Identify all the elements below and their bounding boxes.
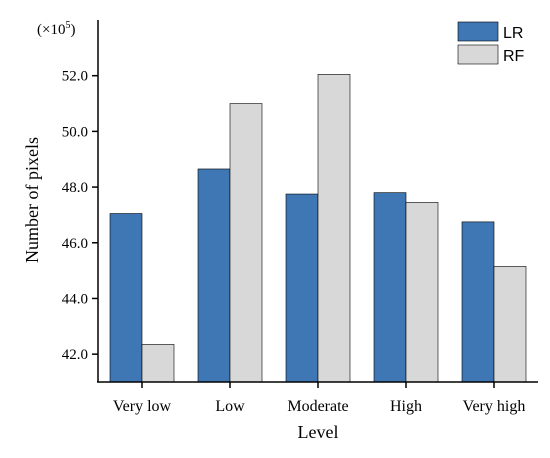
x-tick-label: Moderate bbox=[287, 398, 348, 415]
bar-lr-very-low bbox=[109, 213, 143, 383]
bar-lr-high bbox=[373, 192, 407, 383]
y-tick-label: 44.0 bbox=[62, 291, 88, 307]
bar-rf-high bbox=[405, 202, 439, 383]
multiplier-close: ) bbox=[70, 22, 75, 38]
multiplier-base: (×10 bbox=[37, 22, 65, 38]
bar-rf-very-low bbox=[141, 344, 175, 383]
axis-multiplier: (×105) bbox=[37, 20, 75, 38]
legend-label-lr: LR bbox=[503, 25, 523, 42]
bar-lr-very-high bbox=[461, 221, 495, 383]
bars-group bbox=[109, 74, 527, 383]
x-axis-label: Level bbox=[298, 422, 339, 442]
legend-swatch-rf bbox=[457, 44, 499, 65]
x-tick-label: High bbox=[390, 398, 422, 415]
x-tick-label: Very low bbox=[113, 398, 172, 415]
bar-lr-moderate bbox=[285, 193, 319, 383]
y-tick-label: 46.0 bbox=[62, 236, 88, 252]
x-ticks-group: Very low Low Moderate High Very high bbox=[113, 382, 525, 415]
legend-label-rf: RF bbox=[503, 48, 525, 65]
bar-rf-moderate bbox=[317, 74, 351, 383]
y-tick-label: 48.0 bbox=[62, 180, 88, 196]
multiplier-exponent: 5 bbox=[65, 20, 70, 31]
legend: LR RF bbox=[457, 21, 525, 65]
y-ticks-group: 42.0 44.0 46.0 48.0 50.0 52.0 bbox=[62, 69, 98, 363]
x-tick-label: Very high bbox=[463, 398, 526, 415]
bar-rf-low bbox=[229, 103, 263, 383]
bar-lr-low bbox=[197, 168, 231, 383]
y-tick-label: 42.0 bbox=[62, 347, 88, 363]
legend-swatch-lr bbox=[457, 21, 499, 42]
bar-rf-very-high bbox=[493, 266, 527, 383]
y-tick-label: 50.0 bbox=[62, 124, 88, 140]
y-tick-label: 52.0 bbox=[62, 69, 88, 85]
x-tick-label: Low bbox=[215, 398, 245, 415]
y-axis-label: Number of pixels bbox=[22, 137, 42, 263]
